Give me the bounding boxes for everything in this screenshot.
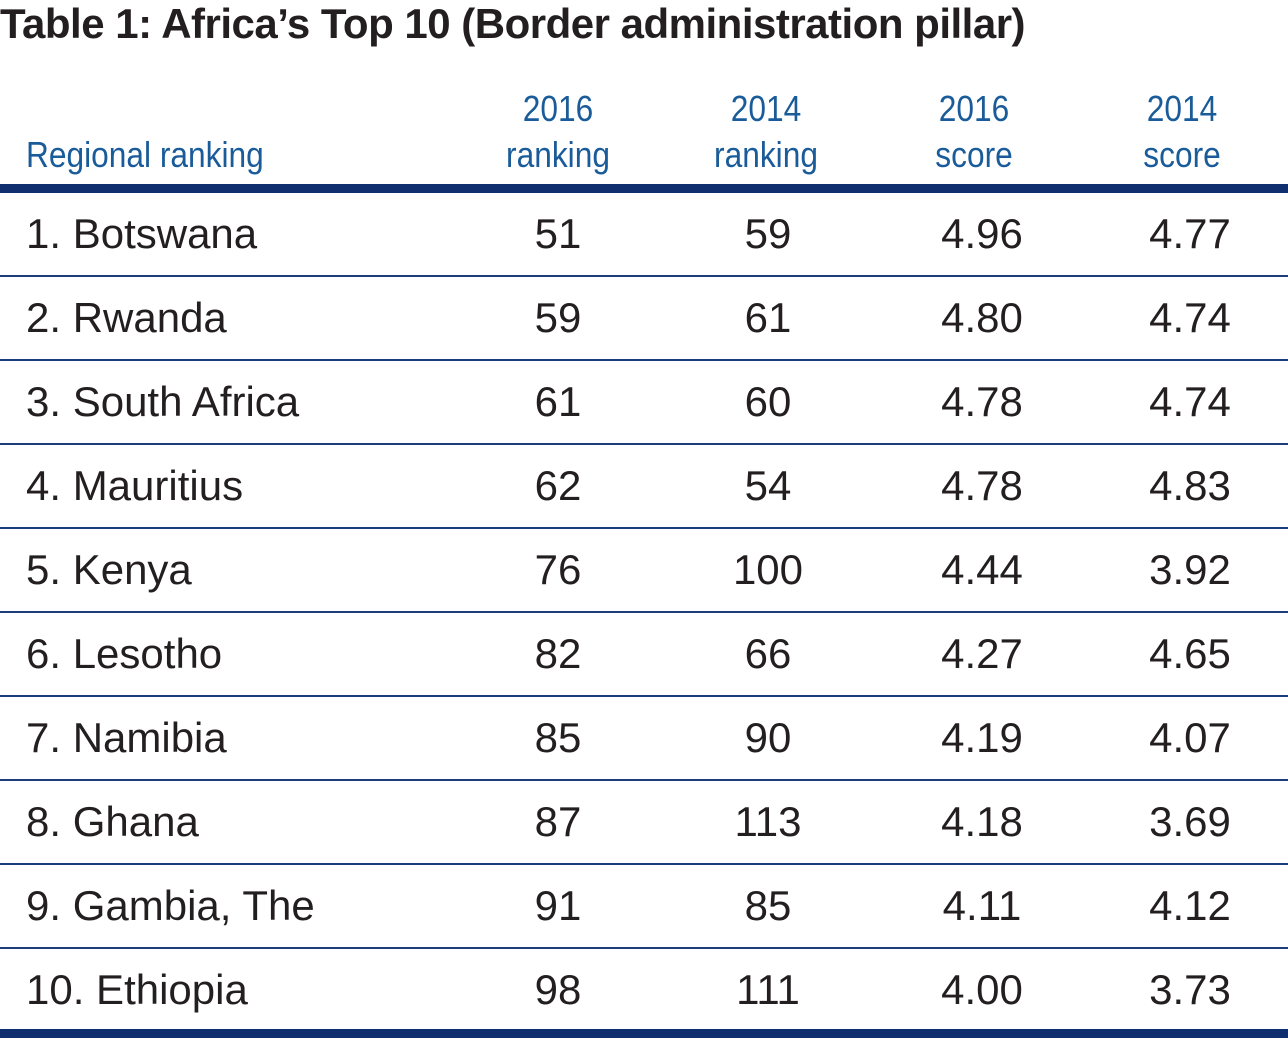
column-header-year: 2016	[938, 88, 1010, 129]
table-row: 9. Gambia, The 91 85 4.11 4.12	[0, 865, 1288, 947]
rank-2014-cell: 90	[744, 714, 792, 761]
rank-2014-cell: 85	[744, 882, 792, 929]
rank-2014-cell: 54	[744, 462, 792, 509]
table-row: 5. Kenya 76 100 4.44 3.92	[0, 529, 1288, 611]
column-header-2014-ranking: 2014 ranking	[678, 78, 854, 178]
score-2014-cell: 4.74	[1149, 378, 1231, 425]
column-header-2016-ranking: 2016 ranking	[470, 78, 646, 178]
score-2016-cell: 4.78	[941, 462, 1023, 509]
table-row: 4. Mauritius 62 54 4.78 4.83	[0, 445, 1288, 527]
score-2014-cell: 4.77	[1149, 210, 1231, 257]
column-header-label: Regional ranking	[26, 134, 264, 175]
score-2014-cell: 4.65	[1149, 630, 1231, 677]
score-2014-cell: 4.74	[1149, 294, 1231, 341]
rank-2014-cell: 113	[734, 798, 802, 845]
country-name: 2. Rwanda	[26, 294, 227, 341]
score-2014-cell: 4.07	[1149, 714, 1231, 761]
country-name: 10. Ethiopia	[26, 966, 248, 1013]
column-header-label: score	[1143, 134, 1221, 175]
rank-2014-cell: 59	[744, 210, 792, 257]
column-header-label: ranking	[506, 134, 610, 175]
row-divider	[0, 863, 1288, 865]
column-header-year: 2014	[730, 88, 802, 129]
table-row: 6. Lesotho 82 66 4.27 4.65	[0, 613, 1288, 695]
score-2016-cell: 4.80	[941, 294, 1023, 341]
rank-2016-cell: 98	[534, 966, 582, 1013]
country-name: 5. Kenya	[26, 546, 192, 593]
score-2014-cell: 3.69	[1149, 798, 1231, 845]
row-divider	[0, 527, 1288, 529]
row-divider	[0, 611, 1288, 613]
country-name: 3. South Africa	[26, 378, 300, 425]
header-divider	[0, 184, 1288, 193]
table-header: Regional ranking 2016 ranking 2014 ranki…	[0, 78, 1288, 184]
row-divider	[0, 359, 1288, 361]
rank-2014-cell: 60	[744, 378, 792, 425]
column-header-year: 2016	[522, 88, 594, 129]
rank-2016-cell: 51	[534, 210, 582, 257]
rank-2016-cell: 76	[534, 546, 582, 593]
country-name: 1. Botswana	[26, 210, 258, 257]
table-row: 8. Ghana 87 113 4.18 3.69	[0, 781, 1288, 863]
score-2016-cell: 4.27	[941, 630, 1023, 677]
score-2014-cell: 4.12	[1149, 882, 1231, 929]
row-divider	[0, 443, 1288, 445]
score-2014-cell: 3.92	[1149, 546, 1231, 593]
score-2016-cell: 4.96	[941, 210, 1023, 257]
country-name: 9. Gambia, The	[26, 882, 315, 929]
score-2016-cell: 4.19	[941, 714, 1023, 761]
rank-2014-cell: 111	[736, 966, 800, 1013]
rank-2016-cell: 82	[534, 630, 582, 677]
row-divider	[0, 275, 1288, 277]
score-2016-cell: 4.18	[941, 798, 1023, 845]
row-divider	[0, 695, 1288, 697]
rank-2016-cell: 85	[534, 714, 582, 761]
score-2016-cell: 4.44	[941, 546, 1023, 593]
column-header-label: ranking	[714, 134, 818, 175]
score-2016-cell: 4.78	[941, 378, 1023, 425]
score-2014-cell: 4.83	[1149, 462, 1231, 509]
column-header-year: 2014	[1146, 88, 1218, 129]
rank-2014-cell: 61	[744, 294, 792, 341]
table-row: 10. Ethiopia 98 111 4.00 3.73	[0, 949, 1288, 1031]
rank-2014-cell: 100	[732, 546, 804, 593]
rank-2016-cell: 59	[534, 294, 582, 341]
rank-2016-cell: 61	[534, 378, 582, 425]
rank-2016-cell: 62	[534, 462, 582, 509]
row-divider	[0, 947, 1288, 949]
country-name: 4. Mauritius	[26, 462, 244, 509]
table-row: 7. Namibia 85 90 4.19 4.07	[0, 697, 1288, 779]
country-name: 8. Ghana	[26, 798, 199, 845]
column-header-2016-score: 2016 score	[886, 78, 1062, 178]
rank-2016-cell: 87	[534, 798, 582, 845]
row-divider	[0, 779, 1288, 781]
rank-2016-cell: 91	[534, 882, 582, 929]
column-header-label: score	[935, 134, 1013, 175]
score-2014-cell: 3.73	[1149, 966, 1231, 1013]
table-row: 2. Rwanda 59 61 4.80 4.74	[0, 277, 1288, 359]
table-title: Table 1: Africa’s Top 10 (Border adminis…	[0, 0, 1026, 47]
score-2016-cell: 4.11	[942, 882, 1022, 929]
rank-2014-cell: 66	[744, 630, 792, 677]
table-bottom-rule	[0, 1029, 1288, 1038]
column-header-regional-ranking: Regional ranking	[26, 78, 396, 178]
score-2016-cell: 4.00	[941, 966, 1023, 1013]
table-row: 1. Botswana 51 59 4.96 4.77	[0, 193, 1288, 275]
country-name: 6. Lesotho	[26, 630, 223, 677]
column-header-2014-score: 2014 score	[1094, 78, 1270, 178]
table-row: 3. South Africa 61 60 4.78 4.74	[0, 361, 1288, 443]
country-name: 7. Namibia	[26, 714, 227, 761]
